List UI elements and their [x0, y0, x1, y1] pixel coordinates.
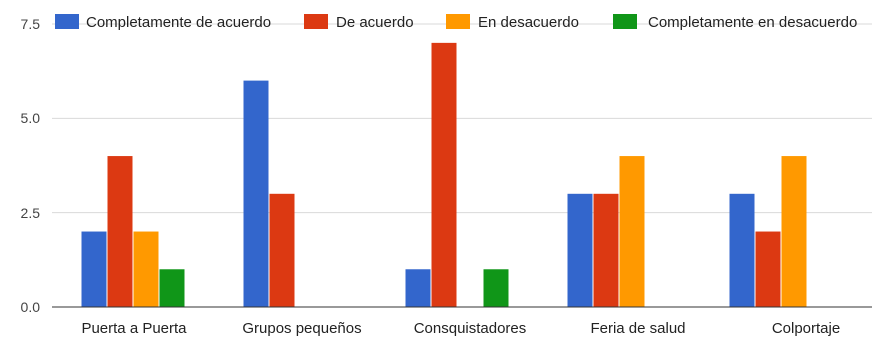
bar[interactable] [81, 231, 107, 307]
legend-item[interactable]: Completamente de acuerdo [55, 14, 271, 31]
y-tick-label: 2.5 [21, 205, 41, 221]
legend: Completamente de acuerdo De acuerdo En d… [55, 14, 857, 31]
category-label: Grupos pequeños [242, 320, 361, 337]
category-label: Feria de salud [590, 320, 685, 337]
bar[interactable] [483, 269, 509, 307]
y-tick-label: 0.0 [21, 299, 41, 315]
y-axis-tick-labels: 0.0 2.5 5.0 7.5 [21, 16, 41, 315]
gridlines [52, 23, 872, 214]
legend-swatch [304, 14, 328, 29]
bar[interactable] [107, 156, 133, 307]
legend-item[interactable]: Completamente en desacuerdo [613, 14, 857, 31]
bar[interactable] [269, 193, 295, 307]
category-label: Consquistadores [414, 320, 527, 337]
bar[interactable] [133, 231, 159, 307]
bar[interactable] [567, 193, 593, 307]
bar[interactable] [405, 269, 431, 307]
bar[interactable] [243, 80, 269, 307]
bar[interactable] [431, 42, 457, 307]
bar[interactable] [593, 193, 619, 307]
legend-label: Completamente de acuerdo [86, 14, 271, 31]
legend-label: De acuerdo [336, 14, 414, 31]
legend-item[interactable]: De acuerdo [304, 14, 414, 31]
legend-swatch [55, 14, 79, 29]
bar[interactable] [755, 231, 781, 307]
legend-label: En desacuerdo [478, 14, 579, 31]
bars [81, 42, 807, 307]
legend-label: Completamente en desacuerdo [648, 14, 857, 31]
legend-swatch [446, 14, 470, 29]
category-label: Colportaje [772, 320, 840, 337]
legend-item[interactable]: En desacuerdo [446, 14, 579, 31]
y-tick-label: 5.0 [21, 110, 41, 126]
bar[interactable] [781, 156, 807, 307]
y-tick-label: 7.5 [21, 16, 41, 32]
bar[interactable] [159, 269, 185, 307]
bar[interactable] [619, 156, 645, 307]
legend-swatch [613, 14, 637, 29]
x-axis-category-labels: Puerta a Puerta Grupos pequeños Consquis… [81, 320, 840, 337]
bar[interactable] [729, 193, 755, 307]
category-label: Puerta a Puerta [81, 320, 187, 337]
